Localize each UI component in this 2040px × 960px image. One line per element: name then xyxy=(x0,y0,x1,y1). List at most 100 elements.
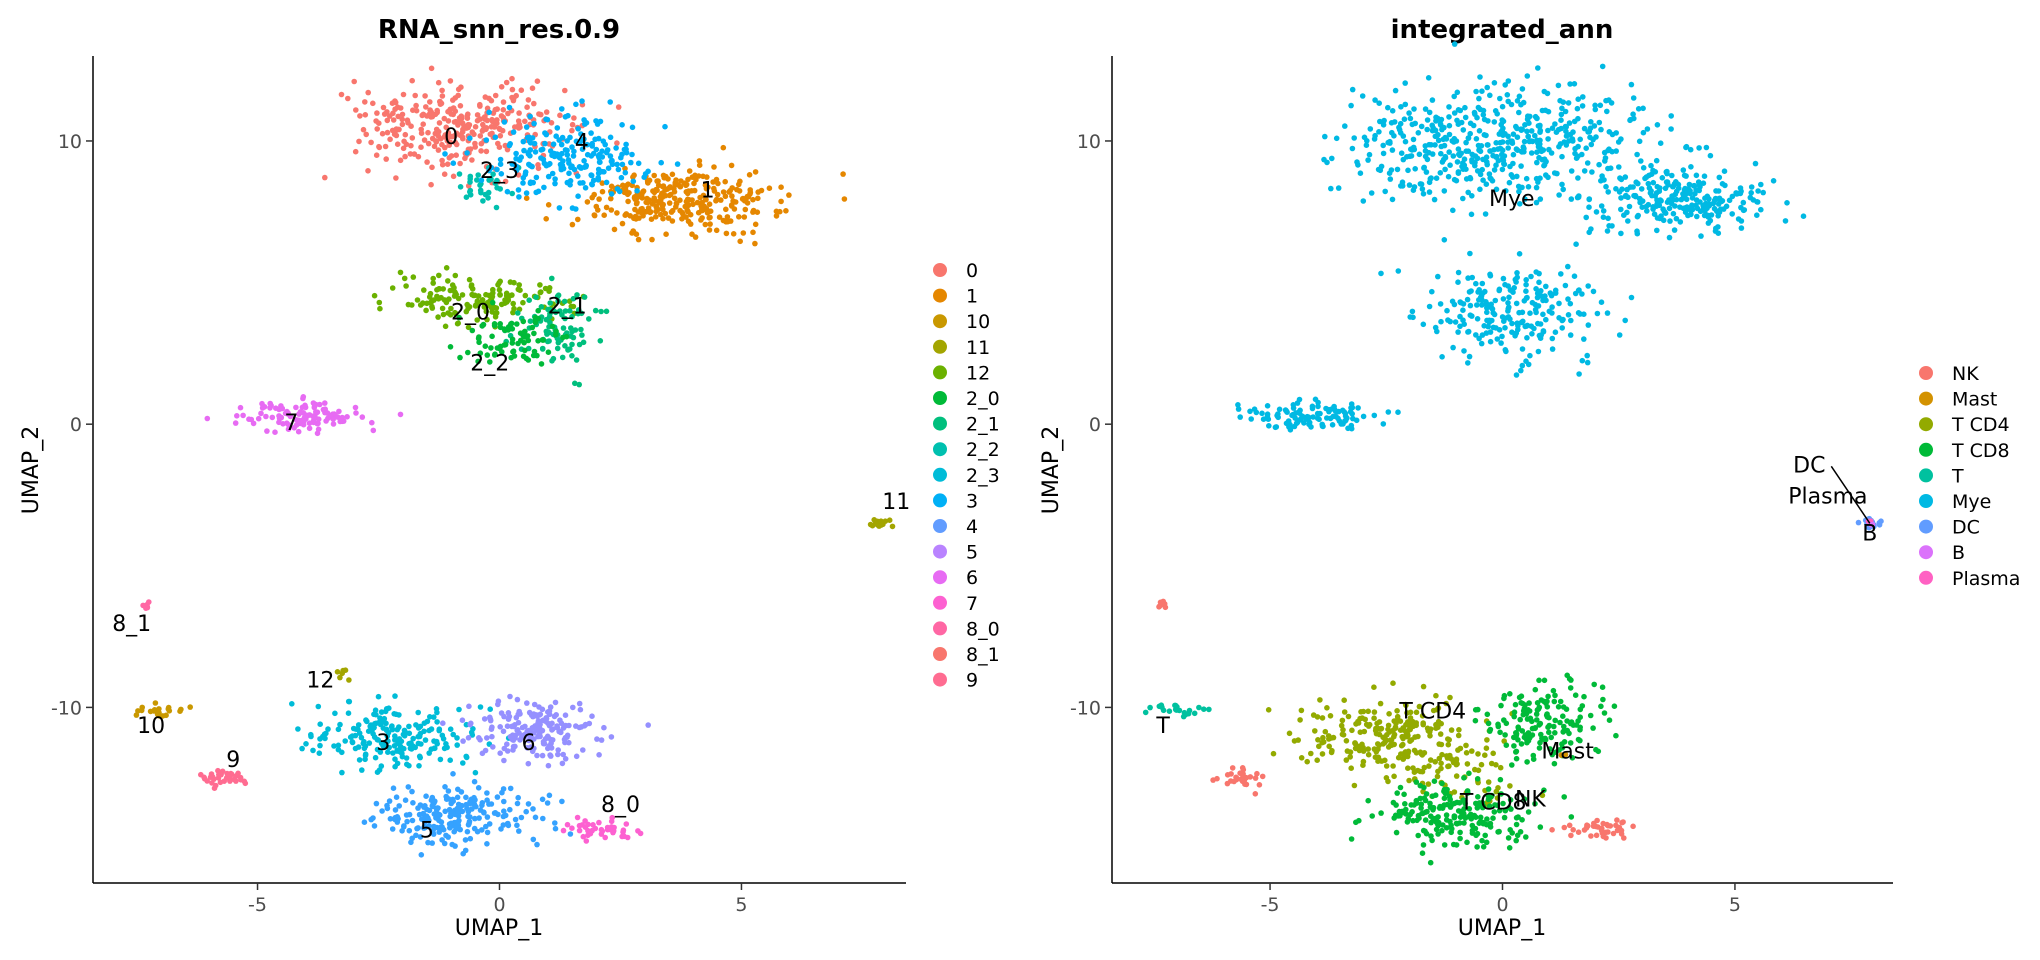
data-point xyxy=(1497,764,1504,771)
data-point xyxy=(1562,282,1569,289)
data-point xyxy=(1467,130,1473,137)
data-point xyxy=(1371,136,1378,142)
data-point xyxy=(1443,812,1450,818)
data-point xyxy=(720,189,727,195)
data-point xyxy=(1513,755,1520,762)
data-point xyxy=(370,427,377,434)
data-point xyxy=(1609,223,1615,229)
data-point xyxy=(1618,206,1624,213)
data-point xyxy=(1672,203,1678,209)
data-point xyxy=(1417,181,1424,187)
data-point xyxy=(559,354,566,361)
data-point xyxy=(285,426,292,433)
data-point xyxy=(396,803,403,809)
data-point xyxy=(596,196,602,202)
data-point xyxy=(1574,105,1581,112)
data-point xyxy=(1436,741,1442,747)
legend-label: T xyxy=(1951,465,1964,487)
data-point xyxy=(527,734,534,740)
data-point xyxy=(1461,162,1468,168)
data-point xyxy=(415,709,422,716)
data-point xyxy=(434,287,440,293)
x-tick-label: -5 xyxy=(1261,894,1280,916)
data-point xyxy=(1424,156,1431,163)
data-point xyxy=(1365,708,1371,715)
data-point xyxy=(385,729,392,736)
data-point xyxy=(560,751,566,758)
data-point xyxy=(1715,209,1721,215)
data-point xyxy=(603,308,610,315)
legend-label: 5 xyxy=(966,542,978,564)
data-point xyxy=(1425,781,1432,787)
data-point xyxy=(1519,126,1525,133)
data-point xyxy=(596,752,602,758)
data-point xyxy=(406,740,412,747)
data-point xyxy=(578,131,584,137)
data-point xyxy=(1563,706,1570,712)
data-point xyxy=(559,760,566,767)
data-point xyxy=(557,308,563,314)
data-point xyxy=(1618,827,1625,834)
data-point xyxy=(1472,825,1479,832)
data-point xyxy=(704,174,710,180)
data-point xyxy=(442,784,448,790)
data-point xyxy=(1639,204,1645,210)
data-point xyxy=(1405,167,1411,174)
data-point xyxy=(423,793,429,799)
data-point xyxy=(1324,705,1330,711)
data-point xyxy=(516,121,523,128)
data-point xyxy=(1686,181,1693,188)
data-point xyxy=(1392,812,1399,819)
data-point xyxy=(1613,732,1619,739)
data-point xyxy=(1435,819,1442,826)
data-point xyxy=(1523,732,1529,738)
data-point xyxy=(1517,201,1523,207)
data-point xyxy=(1473,832,1479,839)
data-point xyxy=(515,286,522,293)
data-point xyxy=(1355,162,1361,168)
data-point xyxy=(1342,123,1348,129)
data-point xyxy=(538,304,545,310)
data-point xyxy=(1505,314,1512,320)
data-point xyxy=(1444,307,1450,314)
data-point xyxy=(1395,268,1402,274)
data-point xyxy=(505,716,512,722)
data-point xyxy=(566,160,572,166)
data-point xyxy=(1513,732,1520,739)
data-point xyxy=(497,156,504,163)
data-point xyxy=(1460,307,1466,314)
data-point xyxy=(645,168,651,175)
x-tick-label: -5 xyxy=(248,894,267,916)
data-point xyxy=(578,165,584,171)
legend-swatch xyxy=(933,544,947,559)
data-point xyxy=(588,130,594,136)
data-point xyxy=(1643,174,1650,180)
data-point xyxy=(431,745,438,752)
data-point xyxy=(1501,814,1508,821)
data-point xyxy=(1415,832,1421,839)
data-point xyxy=(1428,833,1434,839)
data-point xyxy=(1452,319,1459,325)
data-point xyxy=(752,221,759,228)
data-point xyxy=(1449,801,1455,808)
data-point xyxy=(369,419,375,426)
data-point xyxy=(1640,165,1647,171)
data-point xyxy=(598,737,605,743)
data-point xyxy=(1252,791,1259,797)
data-point xyxy=(430,275,437,282)
data-point xyxy=(1566,120,1573,126)
data-point xyxy=(1380,142,1386,149)
cluster-label: 2_1 xyxy=(548,295,587,320)
data-point xyxy=(1415,767,1421,774)
data-point xyxy=(1519,362,1526,369)
data-point xyxy=(374,110,380,116)
data-point xyxy=(1409,121,1416,128)
data-point xyxy=(1378,725,1385,732)
data-point xyxy=(1527,715,1534,722)
data-point xyxy=(1398,150,1405,156)
data-point xyxy=(406,730,413,737)
data-point xyxy=(1562,123,1569,130)
data-point xyxy=(1567,685,1574,691)
data-point xyxy=(1394,790,1400,796)
data-point xyxy=(1465,189,1471,196)
